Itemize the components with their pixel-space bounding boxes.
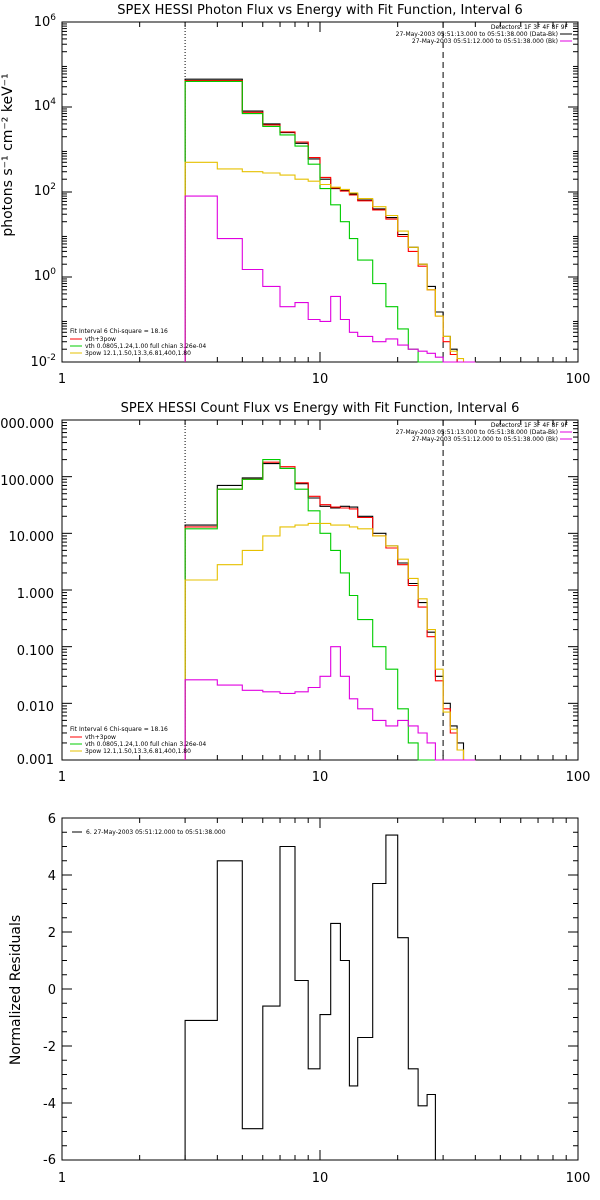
photon-flux-panel: SPEX HESSI Photon Flux vs Energy with Fi… xyxy=(0,3,590,387)
panel2-legend-bk: 27-May-2003 05:51:12.000 to 05:51:38.000… xyxy=(412,436,558,443)
panel2-legend-3pow: 3pow 12.1,1.50,13.3,6.81,400,1.80 xyxy=(85,748,191,755)
series-4-step-line xyxy=(184,195,476,363)
series-0-step-line xyxy=(184,463,476,761)
panel2-legend-fit: Fit Interval 6 Chi-square = 18.16 xyxy=(70,726,168,733)
panel1-legend-data: 27-May-2003 05:51:13.000 to 05:51:38.000… xyxy=(396,31,558,38)
panel1-ytick-label: 106 xyxy=(34,13,57,30)
panel3-xtick-label: 10 xyxy=(312,1171,329,1186)
panel1-ytick-label: 104 xyxy=(34,97,57,114)
series-2-step-line xyxy=(184,80,476,363)
panel1-legend-vth: vth 0.0805,1.24,1.00 full chian 3.26e-04 xyxy=(85,343,206,350)
panel2-xtick-label: 1 xyxy=(58,770,66,785)
panel2-legend-bottom: Fit Interval 6 Chi-square = 18.16 vth+3p… xyxy=(70,726,206,755)
panel2-ytick-label: 0.100 xyxy=(17,644,54,659)
panel1-legend-top: Detectors: 1F 3F 4F 8F 9F 27-May-2003 05… xyxy=(396,24,572,45)
panel1-ytick-label: 10-2 xyxy=(30,353,56,370)
panel2-title: SPEX HESSI Count Flux vs Energy with Fit… xyxy=(121,401,520,416)
panel1-ylabel: photons s⁻¹ cm⁻² keV⁻¹ xyxy=(0,73,16,236)
svg-text:102: 102 xyxy=(34,182,56,199)
panel2-legend-model: vth+3pow xyxy=(85,734,116,741)
panel1-frame xyxy=(61,21,579,363)
svg-text:104: 104 xyxy=(34,97,57,114)
panel3-ytick-label: 4 xyxy=(48,869,56,884)
panel2-ytick-label: 1.000 xyxy=(17,587,54,602)
panel2-ytick-label: 100.000 xyxy=(0,474,54,489)
count-flux-panel: SPEX HESSI Count Flux vs Energy with Fit… xyxy=(0,401,590,785)
series-3-step-line xyxy=(184,161,476,363)
panel2-frame xyxy=(61,419,579,761)
panel1-legend-bottom: Fit Interval 6 Chi-square = 18.16 vth+3p… xyxy=(70,328,206,357)
panel3-ytick-label: -6 xyxy=(43,1153,56,1168)
panel1-xtick-label: 100 xyxy=(566,372,591,387)
panel2-legend-detectors: Detectors: 1F 3F 4F 8F 9F xyxy=(491,422,569,429)
panel1-ytick-label: 102 xyxy=(34,182,56,199)
panel1-legend-bk: 27-May-2003 05:51:12.000 to 05:51:38.000… xyxy=(412,38,558,45)
svg-text:10-2: 10-2 xyxy=(30,353,56,370)
panel1-xtick-label: 10 xyxy=(312,372,329,387)
panel3-legend: 6. 27-May-2003 05:51:12.000 to 05:51:38.… xyxy=(86,829,226,836)
series-2-step-line xyxy=(184,459,476,761)
panel2-ytick-label: 0.010 xyxy=(17,700,54,715)
panel3-ytick-label: 2 xyxy=(48,926,56,941)
panel2-xtick-label: 100 xyxy=(566,770,591,785)
panel1-title: SPEX HESSI Photon Flux vs Energy with Fi… xyxy=(117,3,523,18)
panel1-ytick-label: 100 xyxy=(34,267,57,284)
panel1-legend-detectors: Detectors: 1F 3F 4F 8F 9F xyxy=(491,24,569,31)
series-3-step-line xyxy=(184,522,476,761)
panel1-legend-3pow: 3pow 12.1,1.50,13.3,6.81,400,1.80 xyxy=(85,350,191,357)
panel3-ytick-label: 0 xyxy=(48,983,56,998)
panel1-xtick-label: 1 xyxy=(58,372,66,387)
panel1-legend-model: vth+3pow xyxy=(85,336,116,343)
panel1-legend-fit: Fit Interval 6 Chi-square = 18.16 xyxy=(70,328,168,335)
panel3-xtick-label: 100 xyxy=(566,1171,591,1186)
svg-text:100: 100 xyxy=(34,267,57,284)
panel2-ytick-label: 10.000 xyxy=(9,530,55,545)
residuals-panel: Normalized Residuals 6 4 2 0 -2 -4 -6 1 … xyxy=(8,812,590,1186)
panel2-legend-data: 27-May-2003 05:51:13.000 to 05:51:38.000… xyxy=(396,429,558,436)
panel3-xtick-label: 1 xyxy=(58,1171,66,1186)
panel2-legend-top: Detectors: 1F 3F 4F 8F 9F 27-May-2003 05… xyxy=(396,422,572,443)
series-4-step-line xyxy=(184,646,476,761)
panel3-ytick-label: 6 xyxy=(48,812,56,827)
panel2-ytick-label: 0.001 xyxy=(17,753,54,768)
panel3-ytick-label: -4 xyxy=(43,1097,56,1112)
series-0-step-line xyxy=(184,834,444,1161)
panel2-xtick-label: 10 xyxy=(312,770,329,785)
svg-text:106: 106 xyxy=(34,13,57,30)
series-1-step-line xyxy=(184,461,476,761)
panel2-legend-vth: vth 0.0805,1.24,1.00 full chian 3.26e-04 xyxy=(85,741,206,748)
panel3-ytick-label: -2 xyxy=(43,1040,56,1055)
panel3-ylabel: Normalized Residuals xyxy=(8,915,24,1065)
panel3-frame xyxy=(61,817,579,1161)
